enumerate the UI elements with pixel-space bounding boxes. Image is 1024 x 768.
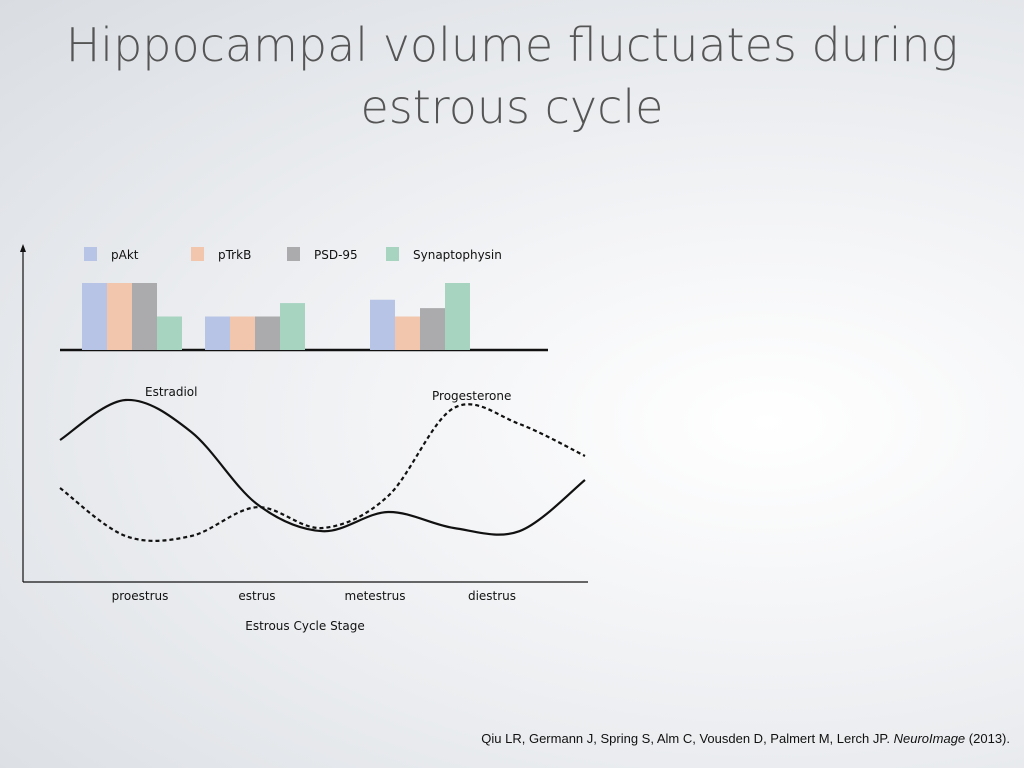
bar-group	[82, 283, 470, 350]
title-line-1: Hippocampal volume fluctuates during	[65, 18, 959, 72]
bar-legend: pAkt pTrkB PSD-95 Synaptophysin	[84, 247, 502, 262]
bar-synaptophysin-diestrus	[445, 283, 470, 350]
bar-pakt-diestrus	[370, 299, 395, 350]
bar-ptrkb-estrus	[230, 316, 255, 350]
x-tick-labels: proestrus estrus metestrus diestrus	[112, 589, 516, 603]
bar-psd-95-diestrus	[420, 308, 445, 350]
curve-progesterone	[59, 403, 586, 542]
bar-psd-95-proestrus	[132, 283, 157, 350]
bar-ptrkb-proestrus	[107, 283, 132, 350]
bar-psd-95-estrus	[255, 316, 280, 350]
legend-label-synaptophysin: Synaptophysin	[413, 248, 502, 262]
bar-ptrkb-diestrus	[395, 316, 420, 350]
bar-synaptophysin-estrus	[280, 303, 305, 350]
legend-label-ptrkb: pTrkB	[218, 248, 251, 262]
bar-synaptophysin-proestrus	[157, 316, 182, 350]
citation: Qiu LR, Germann J, Spring S, Alm C, Vous…	[481, 731, 1010, 746]
bar-pakt-estrus	[205, 316, 230, 350]
citation-journal: NeuroImage	[893, 731, 966, 746]
legend-swatch-pakt	[84, 247, 97, 261]
x-tick-proestrus: proestrus	[112, 589, 169, 603]
x-tick-diestrus: diestrus	[468, 589, 516, 603]
legend-label-psd-95: PSD-95	[314, 248, 358, 262]
curve-estradiol	[59, 398, 586, 536]
hormone-curves	[59, 398, 586, 542]
legend-swatch-ptrkb	[191, 247, 204, 261]
x-tick-estrus: estrus	[238, 589, 275, 603]
curve-label-progesterone: Progesterone	[432, 389, 511, 403]
citation-year: (2013).	[968, 731, 1010, 746]
title-line-2: estrous cycle	[360, 80, 664, 134]
legend-label-pakt: pAkt	[111, 248, 139, 262]
x-axis-label: Estrous Cycle Stage	[245, 619, 365, 633]
citation-authors: Qiu LR, Germann J, Spring S, Alm C, Vous…	[481, 731, 890, 746]
legend-swatch-synaptophysin	[386, 247, 399, 261]
slide-title: Hippocampal volume fluctuates during est…	[0, 14, 1024, 138]
legend-swatch-psd-95	[287, 247, 300, 261]
curve-labels: Estradiol Progesterone	[145, 385, 511, 403]
y-axis-arrow	[20, 244, 26, 252]
x-tick-metestrus: metestrus	[345, 589, 406, 603]
curve-label-estradiol: Estradiol	[145, 385, 197, 399]
bar-pakt-proestrus	[82, 283, 107, 350]
